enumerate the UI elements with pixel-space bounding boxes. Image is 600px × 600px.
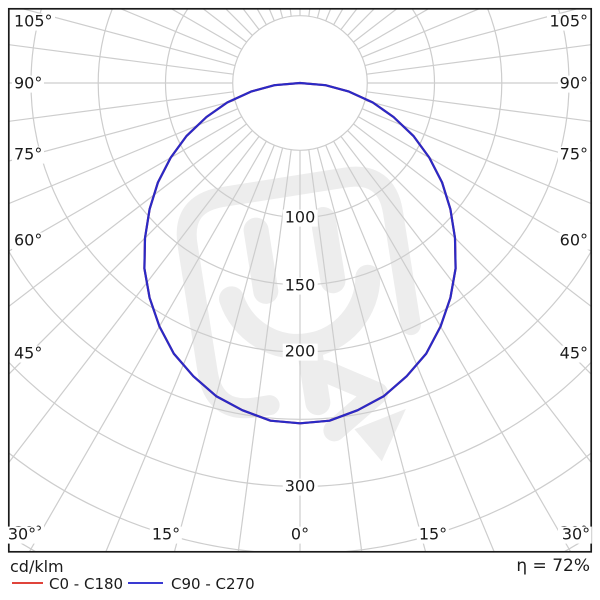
grid-ray-52.5: [353, 123, 591, 308]
watermark-arrow-head: [354, 408, 406, 462]
grid-ray-97.5: [366, 44, 591, 75]
grid-ray-142.5: [340, 9, 358, 30]
grid-ray-67.5: [361, 108, 591, 205]
grid-ray-307.5: [9, 123, 247, 308]
grid-ray-262.5: [9, 44, 234, 75]
plot-border: [7, 7, 593, 553]
grid-ray-22.5: [325, 144, 495, 551]
legend-swatch-c0-c180: [12, 582, 43, 584]
efficiency-label: η = 72%: [516, 556, 590, 576]
watermark-square-outline: [176, 166, 421, 419]
grid-ray-277.5: [9, 91, 234, 122]
grid-ray-300: [9, 116, 243, 252]
legend-swatch-c90-c270: [128, 582, 163, 584]
grid-ray-352.5: [237, 149, 292, 551]
grid-ray-337.5: [105, 144, 275, 551]
watermark-arrow-chevron: [313, 360, 389, 442]
legend-label-c0-c180: C0 - C180: [49, 575, 124, 593]
grid-ray-285: [9, 99, 236, 162]
grid-ray-120: [357, 9, 430, 50]
photometric-curves: [143, 81, 457, 425]
grid-ray-105: [364, 9, 579, 67]
grid-ray-15: [316, 147, 426, 551]
grid-ray-255: [21, 9, 236, 67]
legend-label-c90-c270: C90 - C270: [171, 575, 255, 593]
units-label: cd/klm: [10, 557, 64, 576]
curve-c90-c270: [143, 81, 457, 425]
grid-ray-82.5: [366, 91, 591, 122]
grid-ray-217.5: [242, 9, 260, 30]
grid-ray-60: [357, 116, 591, 252]
manufacturer-watermark-plug-logo: [176, 166, 421, 462]
grid-ray-240: [170, 9, 243, 50]
grid-ray-45: [347, 130, 591, 375]
grid-ray-315: [9, 130, 253, 375]
grid-ray-75: [364, 99, 591, 162]
watermark-plug-prong-right: [310, 206, 346, 294]
grid-ray-37.5: [340, 136, 591, 464]
grid-ray-322.5: [9, 136, 260, 464]
grid-ray-30: [333, 140, 571, 551]
grid-ray-292.5: [9, 108, 239, 205]
grid-ray-330: [29, 140, 267, 551]
grid-ray-7.5: [308, 149, 363, 551]
grid-ray-345: [174, 147, 284, 551]
